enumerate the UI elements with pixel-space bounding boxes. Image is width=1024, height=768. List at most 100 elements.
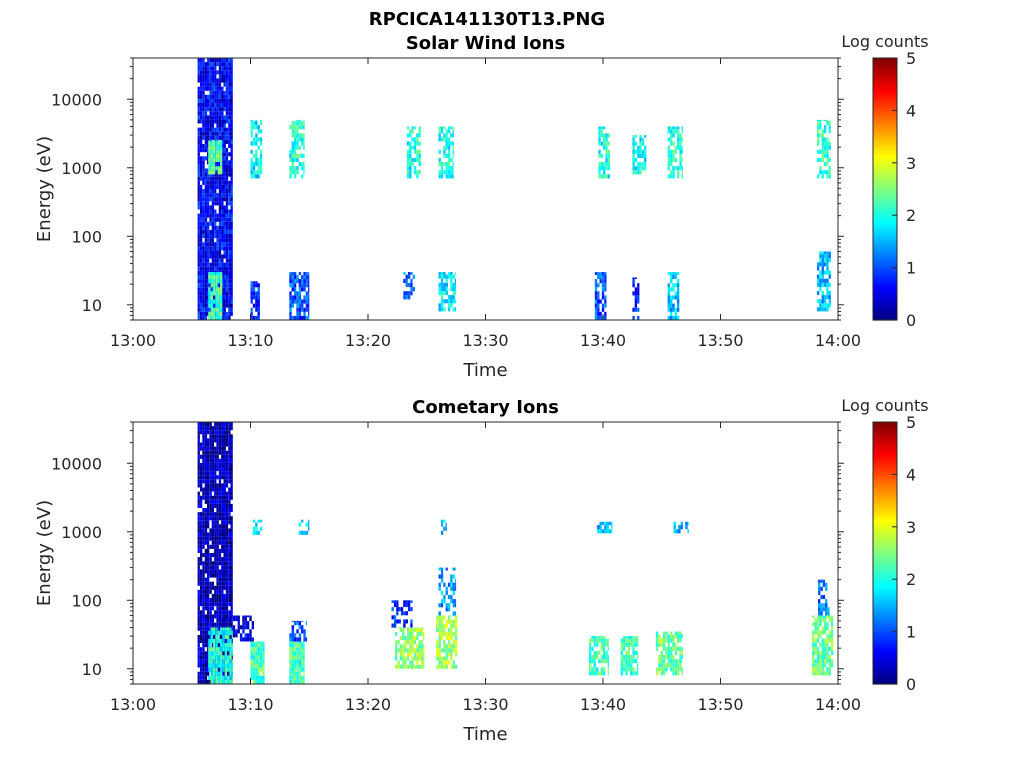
data-cell bbox=[197, 438, 200, 443]
data-cell bbox=[255, 119, 258, 122]
data-cell bbox=[218, 299, 222, 304]
data-cell bbox=[221, 205, 224, 210]
data-cell bbox=[298, 655, 302, 660]
data-cell bbox=[208, 295, 211, 300]
colorbar-segment bbox=[873, 97, 897, 101]
data-cell bbox=[634, 299, 637, 304]
data-cell bbox=[200, 311, 203, 316]
data-cell bbox=[255, 174, 258, 179]
data-cell bbox=[197, 581, 200, 586]
data-cell bbox=[223, 160, 226, 165]
data-cell bbox=[440, 530, 444, 535]
data-cell bbox=[197, 139, 200, 144]
data-cell bbox=[200, 585, 203, 590]
data-cell bbox=[679, 157, 682, 162]
data-cell bbox=[291, 133, 294, 138]
data-cell bbox=[630, 671, 633, 676]
data-cell bbox=[212, 630, 216, 635]
data-cell bbox=[452, 664, 455, 669]
data-cell bbox=[204, 499, 208, 504]
data-cell bbox=[823, 125, 827, 130]
data-cell bbox=[204, 217, 208, 222]
data-cell bbox=[207, 548, 210, 553]
data-cell bbox=[211, 70, 214, 75]
data-cell bbox=[598, 174, 601, 179]
data-cell bbox=[218, 475, 222, 480]
data-cell bbox=[296, 637, 299, 642]
data-cell bbox=[218, 512, 222, 517]
data-cell bbox=[197, 94, 200, 99]
data-cell bbox=[212, 655, 216, 660]
data-cell bbox=[409, 157, 412, 162]
data-cell bbox=[289, 651, 292, 656]
data-cell bbox=[812, 638, 815, 643]
data-cell bbox=[252, 295, 256, 300]
data-cell bbox=[218, 311, 222, 316]
data-cell bbox=[816, 129, 820, 134]
data-cell bbox=[207, 581, 210, 586]
data-cell bbox=[296, 311, 299, 316]
data-cell bbox=[216, 246, 219, 251]
data-cell bbox=[207, 565, 210, 570]
data-cell bbox=[607, 162, 610, 167]
data-cell bbox=[454, 567, 457, 571]
data-cell bbox=[204, 144, 208, 149]
data-cell bbox=[443, 291, 446, 296]
data-cell bbox=[200, 131, 203, 136]
data-cell bbox=[221, 512, 224, 517]
data-cell bbox=[211, 503, 214, 508]
colorbar-segment bbox=[873, 102, 897, 106]
data-cell bbox=[816, 663, 820, 668]
data-cell bbox=[674, 126, 678, 130]
data-cell bbox=[405, 295, 408, 300]
data-cell bbox=[409, 660, 412, 665]
data-cell bbox=[211, 565, 214, 570]
data-cell bbox=[252, 315, 256, 320]
data-cell bbox=[406, 133, 410, 138]
data-cell bbox=[202, 602, 205, 607]
data-cell bbox=[399, 627, 402, 632]
colorbar-segment bbox=[873, 105, 897, 109]
data-cell bbox=[225, 544, 229, 549]
data-cell bbox=[200, 315, 203, 320]
data-cell bbox=[223, 176, 226, 181]
data-cell bbox=[220, 287, 223, 292]
data-cell bbox=[223, 82, 226, 87]
data-cell bbox=[218, 467, 222, 472]
data-cell bbox=[823, 663, 827, 668]
data-cell bbox=[197, 475, 200, 480]
data-cell bbox=[438, 648, 441, 653]
colorbar-segment bbox=[873, 547, 897, 551]
data-cell bbox=[230, 557, 233, 562]
data-cell bbox=[250, 311, 253, 316]
data-cell bbox=[225, 598, 229, 603]
data-cell bbox=[296, 141, 299, 146]
data-cell bbox=[218, 647, 222, 652]
data-cell bbox=[291, 145, 294, 150]
data-cell bbox=[225, 467, 229, 472]
data-cell bbox=[257, 307, 260, 312]
data-cell bbox=[291, 166, 294, 171]
data-cell bbox=[828, 282, 831, 287]
data-cell bbox=[450, 627, 453, 632]
data-cell bbox=[211, 62, 214, 67]
data-cell bbox=[407, 272, 411, 275]
data-cell bbox=[639, 149, 642, 154]
data-cell bbox=[223, 422, 226, 427]
data-cell bbox=[221, 446, 224, 451]
data-cell bbox=[225, 577, 229, 582]
data-cell bbox=[660, 671, 663, 676]
colorbar-segment bbox=[873, 668, 897, 672]
data-cell bbox=[230, 107, 233, 112]
data-cell bbox=[223, 184, 226, 189]
data-cell bbox=[202, 225, 205, 230]
data-cell bbox=[217, 307, 220, 312]
data-cell bbox=[301, 519, 304, 523]
data-cell bbox=[443, 582, 446, 587]
data-cell bbox=[200, 86, 203, 91]
data-cell bbox=[816, 291, 820, 296]
data-cell bbox=[296, 641, 299, 643]
data-cell bbox=[634, 135, 637, 138]
data-cell bbox=[223, 471, 226, 476]
data-cell bbox=[221, 491, 224, 496]
